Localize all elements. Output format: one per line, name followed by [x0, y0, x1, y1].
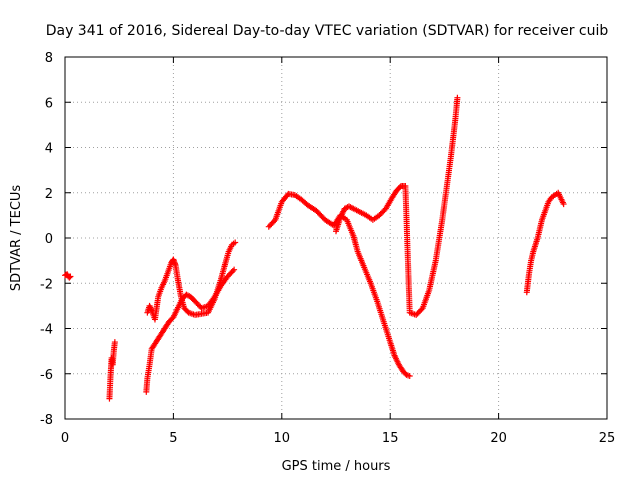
y-tick-label: 2: [45, 187, 53, 202]
data-point: [378, 209, 385, 216]
data-point: [231, 266, 238, 273]
data-point: [265, 223, 272, 230]
data-point: [454, 94, 461, 101]
x-tick-label: 5: [169, 431, 177, 446]
data-point: [66, 274, 73, 281]
data-point: [228, 269, 235, 276]
axis-ticks: 0 5 10 15 20 25 -8 -6 -4 -2 0 2 4 6 8: [40, 51, 615, 446]
data-point: [284, 192, 291, 199]
x-tick-label: 15: [382, 431, 399, 446]
data-point: [224, 273, 231, 280]
data-point: [414, 310, 421, 317]
x-tick-label: 10: [274, 431, 291, 446]
data-point: [417, 307, 424, 314]
y-tick-label: -4: [40, 323, 53, 338]
data-point: [377, 211, 384, 218]
data-points: [62, 94, 567, 402]
grid-lines: [65, 57, 607, 419]
data-point: [268, 220, 275, 227]
data-point: [267, 222, 274, 229]
y-tick-label: -2: [40, 277, 53, 292]
data-point: [413, 311, 420, 318]
y-tick-label: -8: [40, 413, 53, 428]
y-tick-label: -6: [40, 368, 53, 383]
data-point: [229, 268, 236, 275]
data-point: [415, 309, 422, 316]
y-axis-label: SDTVAR / TECUs: [9, 185, 24, 292]
data-point: [270, 218, 277, 225]
x-tick-label: 0: [61, 431, 69, 446]
data-point: [225, 272, 232, 279]
x-axis-label: GPS time / hours: [282, 459, 391, 474]
data-point: [269, 219, 276, 226]
data-point: [194, 301, 201, 308]
x-tick-label: 20: [490, 431, 507, 446]
data-point: [195, 302, 202, 309]
y-tick-label: 8: [45, 51, 53, 66]
data-point: [227, 270, 234, 277]
x-tick-label: 25: [599, 431, 616, 446]
data-point: [418, 306, 425, 313]
data-point: [111, 339, 118, 346]
data-point: [67, 273, 74, 280]
data-point: [232, 239, 239, 246]
data-point: [406, 373, 413, 380]
data-point: [193, 299, 200, 306]
y-tick-label: 0: [45, 232, 53, 247]
data-point: [192, 298, 199, 305]
data-point: [380, 208, 387, 215]
chart-title: Day 341 of 2016, Sidereal Day-to-day VTE…: [46, 23, 609, 39]
data-point: [560, 201, 567, 208]
y-tick-label: 4: [45, 142, 53, 157]
y-tick-label: 6: [45, 96, 53, 111]
data-point: [376, 212, 383, 219]
